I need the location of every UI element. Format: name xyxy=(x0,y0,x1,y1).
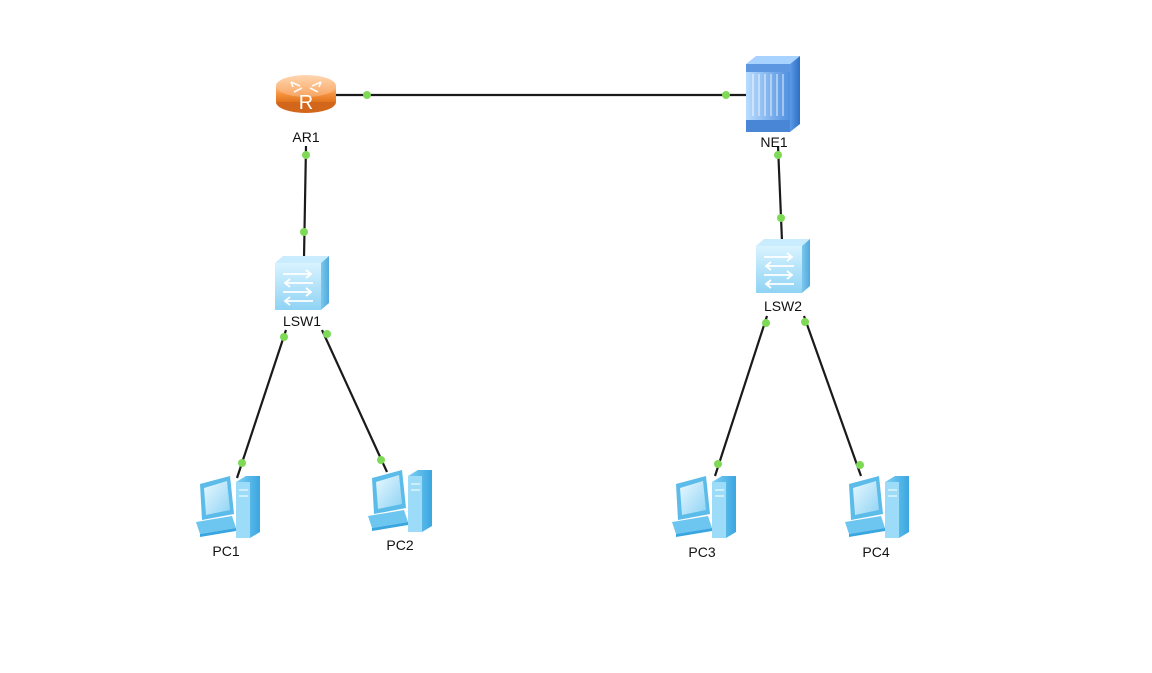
port-dot xyxy=(302,151,310,159)
port-dot xyxy=(323,330,331,338)
port-dot xyxy=(801,318,809,326)
device-label-pc1: PC1 xyxy=(212,543,239,559)
router-icon xyxy=(275,74,337,115)
port-dot xyxy=(363,91,371,99)
switch-icon xyxy=(274,255,330,311)
port-dot xyxy=(777,214,785,222)
device-pc2[interactable]: PC2 xyxy=(367,469,433,553)
device-label-ar1: AR1 xyxy=(292,129,319,145)
device-label-pc3: PC3 xyxy=(688,544,715,560)
port-dot xyxy=(722,91,730,99)
port-dot xyxy=(856,461,864,469)
port-dot xyxy=(762,319,770,327)
device-label-lsw1: LSW1 xyxy=(283,313,321,329)
link-lsw1-pc2[interactable] xyxy=(320,329,389,473)
switch-icon xyxy=(755,238,811,294)
device-label-pc2: PC2 xyxy=(386,537,413,553)
link-lsw2-pc4[interactable] xyxy=(802,315,863,477)
device-label-pc4: PC4 xyxy=(862,544,889,560)
device-ne1[interactable]: NE1 xyxy=(745,55,801,150)
pc-icon xyxy=(844,475,910,539)
device-lsw1[interactable]: LSW1 xyxy=(274,255,330,329)
device-pc4[interactable]: PC4 xyxy=(844,475,910,560)
device-label-lsw2: LSW2 xyxy=(764,298,802,314)
port-dots-layer xyxy=(238,91,864,469)
ne-router-icon xyxy=(745,55,801,133)
link-ar1-lsw1[interactable] xyxy=(302,145,308,259)
pc-icon xyxy=(671,475,737,539)
device-lsw2[interactable]: LSW2 xyxy=(755,238,811,314)
link-ne1-lsw2[interactable] xyxy=(776,145,784,242)
links-layer xyxy=(235,93,863,479)
port-dot xyxy=(238,459,246,467)
pc-icon xyxy=(195,475,261,539)
port-dot xyxy=(377,456,385,464)
device-pc1[interactable]: PC1 xyxy=(195,475,261,559)
device-label-ne1: NE1 xyxy=(760,134,787,150)
port-dot xyxy=(714,460,722,468)
device-pc3[interactable]: PC3 xyxy=(671,475,737,560)
port-dot xyxy=(280,333,288,341)
device-ar1[interactable]: AR1 xyxy=(275,74,337,145)
link-lsw2-pc3[interactable] xyxy=(713,315,769,477)
pc-icon xyxy=(367,469,433,533)
port-dot xyxy=(774,151,782,159)
port-dot xyxy=(300,228,308,236)
link-lsw1-pc1[interactable] xyxy=(235,329,288,479)
